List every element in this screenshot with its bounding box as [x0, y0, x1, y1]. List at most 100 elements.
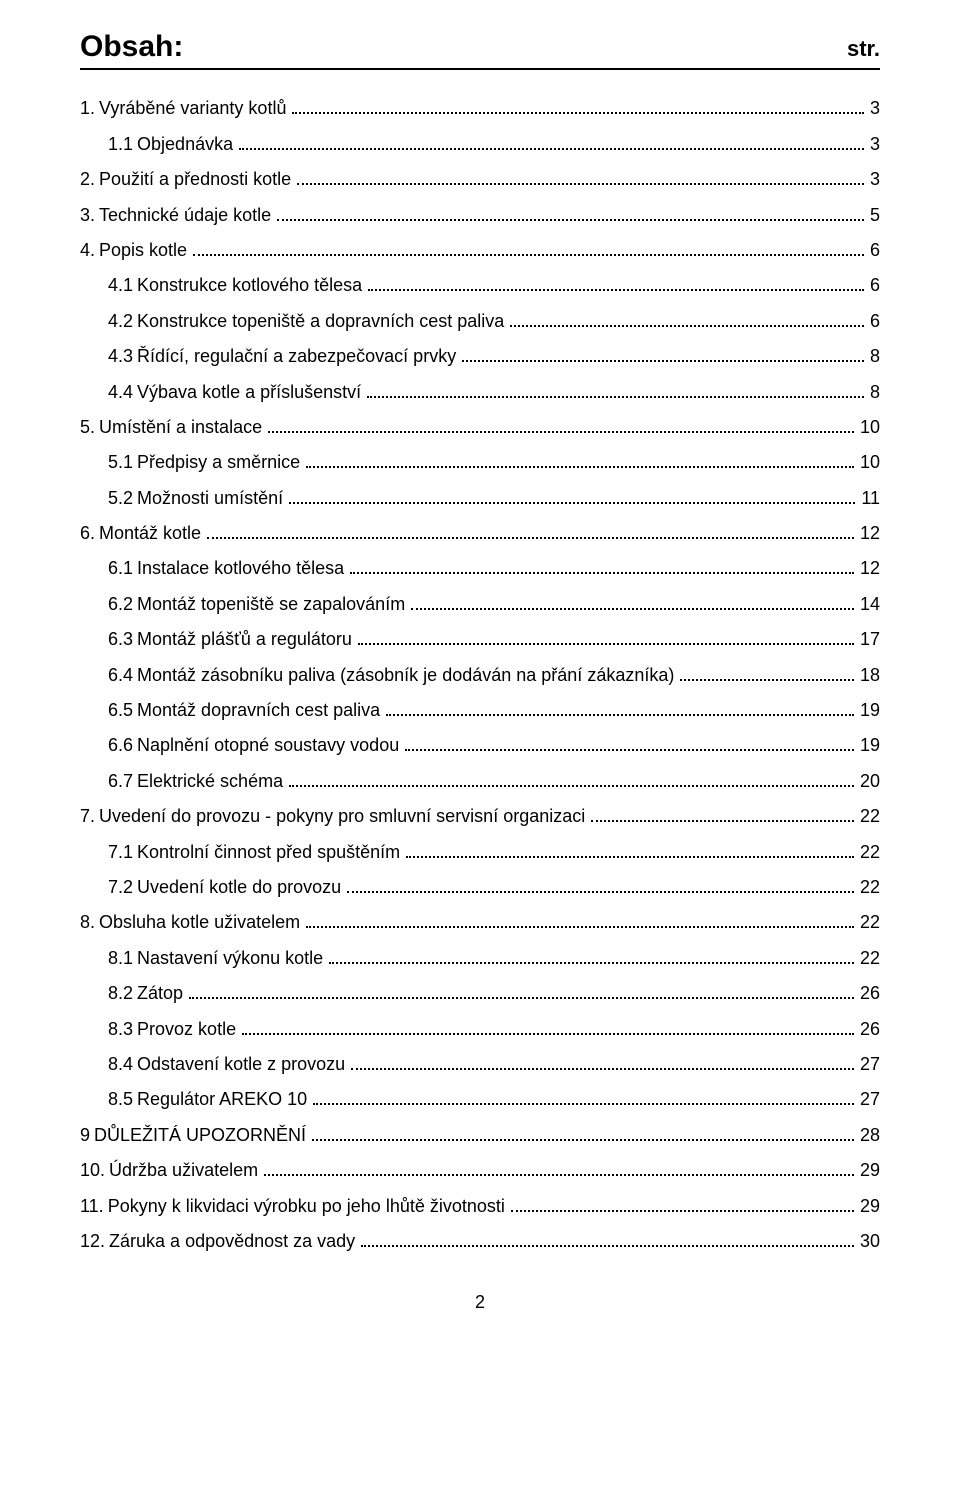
toc-leader-dots — [411, 593, 854, 609]
toc-entry-number: 2. — [80, 169, 95, 190]
toc-leader-dots — [351, 1054, 854, 1070]
toc-entry: 8.2Zátop26 — [80, 983, 880, 1004]
toc-entry: 8.Obsluha kotle uživatelem22 — [80, 912, 880, 933]
toc-entry-page: 26 — [860, 1019, 880, 1040]
toc-entry-label: Pokyny k likvidaci výrobku po jeho lhůtě… — [104, 1196, 505, 1217]
toc-entry-number: 8.3 — [108, 1019, 133, 1040]
toc-entry: 8.1Nastavení výkonu kotle22 — [80, 947, 880, 968]
toc-entry-page: 22 — [860, 877, 880, 898]
toc-leader-dots — [239, 133, 864, 149]
toc-title: Obsah: — [80, 30, 183, 64]
toc-entry: 6.3Montáž plášťů a regulátoru17 — [80, 629, 880, 650]
toc-entry-label: Uvedení do provozu - pokyny pro smluvní … — [95, 806, 585, 827]
toc-entry-number: 7.1 — [108, 842, 133, 863]
toc-entry-page: 22 — [860, 842, 880, 863]
toc-entry-number: 6.1 — [108, 558, 133, 579]
toc-leader-dots — [268, 417, 854, 433]
toc-entry-page: 8 — [870, 346, 880, 367]
toc-entry-page: 22 — [860, 948, 880, 969]
toc-entry: 5.1Předpisy a směrnice10 — [80, 452, 880, 473]
toc-leader-dots — [289, 770, 854, 786]
toc-entry-label: Provoz kotle — [133, 1019, 236, 1040]
toc-leader-dots — [306, 912, 854, 928]
toc-leader-dots — [368, 275, 864, 291]
toc-entry: 1.1Objednávka3 — [80, 133, 880, 154]
toc-entry-label: Údržba uživatelem — [105, 1160, 258, 1181]
toc-leader-dots — [361, 1231, 854, 1247]
toc-entry-page: 6 — [870, 240, 880, 261]
toc-entry-number: 4.4 — [108, 382, 133, 403]
toc-entry: 6.7Elektrické schéma 20 — [80, 770, 880, 791]
toc-entry: 4.3Řídící, regulační a zabezpečovací prv… — [80, 346, 880, 367]
toc-entry-label: Konstrukce topeniště a dopravních cest p… — [133, 311, 504, 332]
toc-entry-label: Vyráběné varianty kotlů — [95, 98, 286, 119]
toc-entry: 12.Záruka a odpovědnost za vady30 — [80, 1231, 880, 1252]
toc-entry-number: 4.3 — [108, 346, 133, 367]
toc-entry-label: Uvedení kotle do provozu — [133, 877, 341, 898]
toc-entry-label: DŮLEŽITÁ UPOZORNĚNÍ — [90, 1125, 306, 1146]
toc-entry: 1.Vyráběné varianty kotlů3 — [80, 98, 880, 119]
toc-entry-number: 11. — [80, 1196, 104, 1217]
toc-entry-number: 8.1 — [108, 948, 133, 969]
toc-entry: 4.1Konstrukce kotlového tělesa6 — [80, 275, 880, 296]
toc-entry: 4.2Konstrukce topeniště a dopravních ces… — [80, 310, 880, 331]
toc-entry: 5.Umístění a instalace10 — [80, 417, 880, 438]
toc-entry: 4.4Výbava kotle a příslušenství 8 — [80, 381, 880, 402]
toc-entry-number: 8. — [80, 912, 95, 933]
toc-leader-dots — [386, 700, 854, 716]
toc-leader-dots — [462, 346, 864, 362]
toc-entry-page: 6 — [870, 311, 880, 332]
toc-entry: 7.1Kontrolní činnost před spuštěním22 — [80, 841, 880, 862]
toc-entry-label: Řídící, regulační a zabezpečovací prvky — [133, 346, 456, 367]
toc-entry: 5.2Možnosti umístění11 — [80, 487, 880, 508]
toc-entry-page: 3 — [870, 134, 880, 155]
toc-entry-number: 9 — [80, 1125, 90, 1146]
toc-entry: 8.3Provoz kotle 26 — [80, 1018, 880, 1039]
toc-entry-page: 28 — [860, 1125, 880, 1146]
toc-entry-page: 29 — [860, 1160, 880, 1181]
toc-entry-number: 4. — [80, 240, 95, 261]
toc-entry-page: 12 — [860, 523, 880, 544]
toc-entry-label: Montáž kotle — [95, 523, 201, 544]
toc-entry-page: 12 — [860, 558, 880, 579]
toc-entry-page: 22 — [860, 912, 880, 933]
toc-entry-number: 8.4 — [108, 1054, 133, 1075]
toc-entry-page: 3 — [870, 98, 880, 119]
toc-leader-dots — [264, 1160, 854, 1176]
toc-entry-number: 4.1 — [108, 275, 133, 296]
toc-entry-label: Odstavení kotle z provozu — [133, 1054, 345, 1075]
toc-entry-page: 30 — [860, 1231, 880, 1252]
toc-entry: 6.Montáž kotle12 — [80, 523, 880, 544]
toc-entry-label: Umístění a instalace — [95, 417, 262, 438]
toc-entry-page: 8 — [870, 382, 880, 403]
toc-entry-label: Elektrické schéma — [133, 771, 283, 792]
toc-leader-dots — [189, 983, 854, 999]
toc-entry-number: 3. — [80, 205, 95, 226]
toc-leader-dots — [511, 1195, 854, 1211]
toc-entry-label: Montáž dopravních cest paliva — [133, 700, 380, 721]
toc-leader-dots — [289, 487, 855, 503]
toc-entry-number: 6.7 — [108, 771, 133, 792]
toc-leader-dots — [367, 381, 864, 397]
toc-entry-page: 5 — [870, 205, 880, 226]
toc-entry-page: 11 — [861, 488, 880, 509]
toc-entry: 6.5Montáž dopravních cest paliva19 — [80, 700, 880, 721]
toc-entry: 6.1Instalace kotlového tělesa12 — [80, 558, 880, 579]
toc-entry: 7.Uvedení do provozu - pokyny pro smluvn… — [80, 806, 880, 827]
toc-entry-page: 27 — [860, 1054, 880, 1075]
toc-entry-number: 5.1 — [108, 452, 133, 473]
toc-entry: 7.2Uvedení kotle do provozu22 — [80, 877, 880, 898]
toc-entry-label: Výbava kotle a příslušenství — [133, 382, 361, 403]
toc-entry: 3.Technické údaje kotle5 — [80, 204, 880, 225]
toc-entry-label: Naplnění otopné soustavy vodou — [133, 735, 399, 756]
toc-entry: 4.Popis kotle6 — [80, 240, 880, 261]
header-row: Obsah: str. — [80, 30, 880, 70]
toc-entry-label: Montáž zásobníku paliva (zásobník je dod… — [133, 665, 674, 686]
toc-entry-number: 8.5 — [108, 1089, 133, 1110]
toc-leader-dots — [405, 735, 854, 751]
toc-entry-label: Regulátor AREKO 10 — [133, 1089, 307, 1110]
toc-entry-number: 1.1 — [108, 134, 133, 155]
toc-entry-page: 17 — [860, 629, 880, 650]
toc-leader-dots — [207, 523, 854, 539]
toc-entry-page: 20 — [860, 771, 880, 792]
